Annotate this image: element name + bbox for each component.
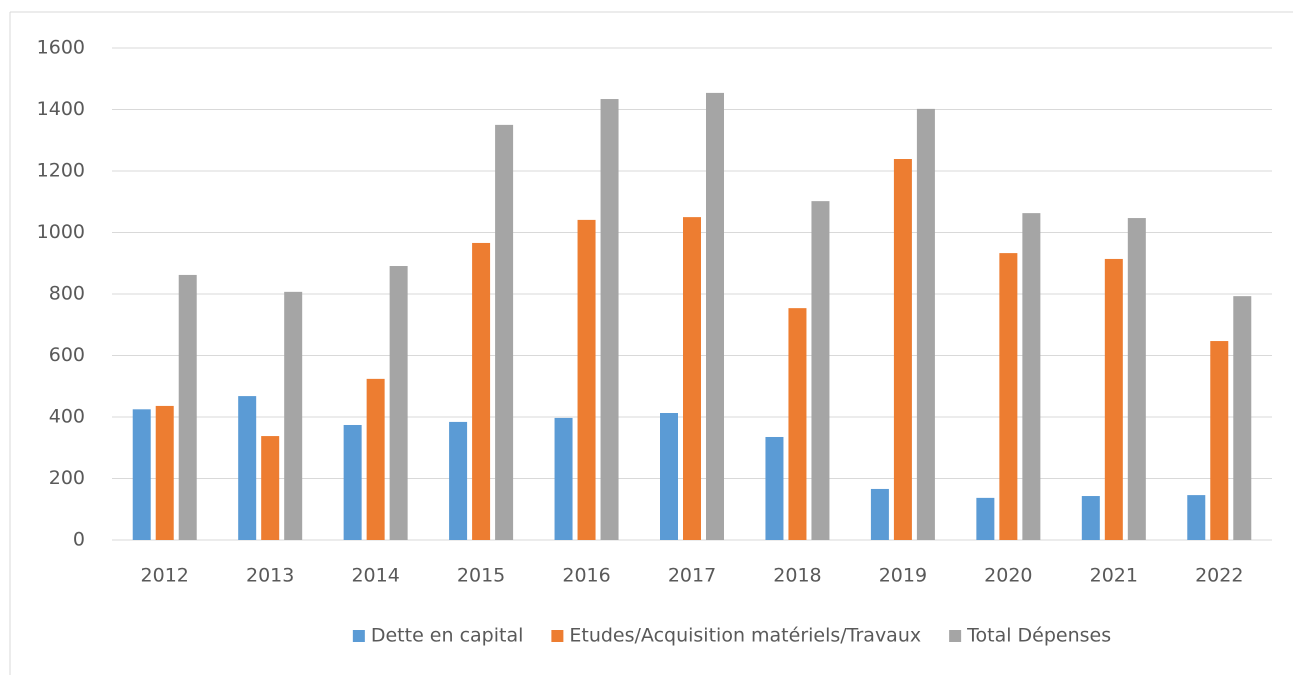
bar [1081, 496, 1100, 540]
bar [811, 201, 830, 540]
legend-label: Dette en capital [371, 625, 524, 647]
bar [1187, 495, 1206, 540]
bar [976, 497, 995, 540]
bar [870, 488, 889, 540]
bar [1022, 213, 1041, 540]
bar [366, 378, 385, 540]
legend-swatch [949, 630, 962, 642]
bar [600, 99, 619, 541]
bar [284, 291, 303, 540]
y-tick-label: 1200 [37, 160, 85, 182]
y-tick-label: 600 [49, 344, 85, 366]
legend-label: Etudes/Acquisition matériels/Travaux [569, 625, 921, 647]
x-tick-label: 2016 [562, 565, 610, 587]
bar [1233, 296, 1252, 540]
x-tick-label: 2015 [457, 565, 505, 587]
legend-label: Total Dépenses [966, 625, 1111, 647]
x-tick-label: 2012 [141, 565, 189, 587]
bar [238, 396, 257, 540]
legend-swatch [352, 630, 365, 642]
bar [1127, 218, 1146, 541]
x-tick-label: 2017 [668, 565, 716, 587]
bar [788, 308, 807, 540]
bar [132, 409, 151, 540]
y-tick-label: 400 [49, 406, 85, 428]
bar [472, 242, 491, 540]
bar [893, 159, 912, 540]
x-tick-label: 2013 [246, 565, 294, 587]
bar [765, 436, 784, 540]
x-tick-label: 2018 [773, 565, 821, 587]
legend-swatch [551, 630, 564, 642]
bar [261, 436, 280, 540]
bar [916, 108, 935, 540]
y-tick-label: 1000 [37, 221, 85, 243]
bar [683, 217, 701, 540]
x-tick-label: 2022 [1195, 565, 1243, 587]
y-tick-label: 0 [73, 529, 85, 551]
bar [577, 219, 596, 540]
bar [999, 253, 1018, 541]
bar [660, 413, 678, 540]
x-tick-label: 2019 [879, 565, 927, 587]
bar [155, 405, 174, 540]
y-tick-label: 1600 [37, 37, 85, 59]
y-tick-label: 200 [49, 467, 85, 489]
x-tick-label: 2020 [984, 565, 1032, 587]
x-tick-label: 2021 [1090, 565, 1138, 587]
bar [389, 266, 408, 540]
bar [449, 421, 468, 540]
bar [706, 92, 724, 541]
bar [1210, 341, 1229, 540]
bar [495, 124, 514, 540]
y-tick-label: 800 [49, 283, 85, 305]
bar [178, 274, 197, 540]
bar [1104, 258, 1123, 540]
x-tick-label: 2014 [351, 565, 399, 587]
bar [343, 424, 362, 540]
y-tick-label: 1400 [37, 98, 85, 120]
bar [554, 417, 573, 540]
